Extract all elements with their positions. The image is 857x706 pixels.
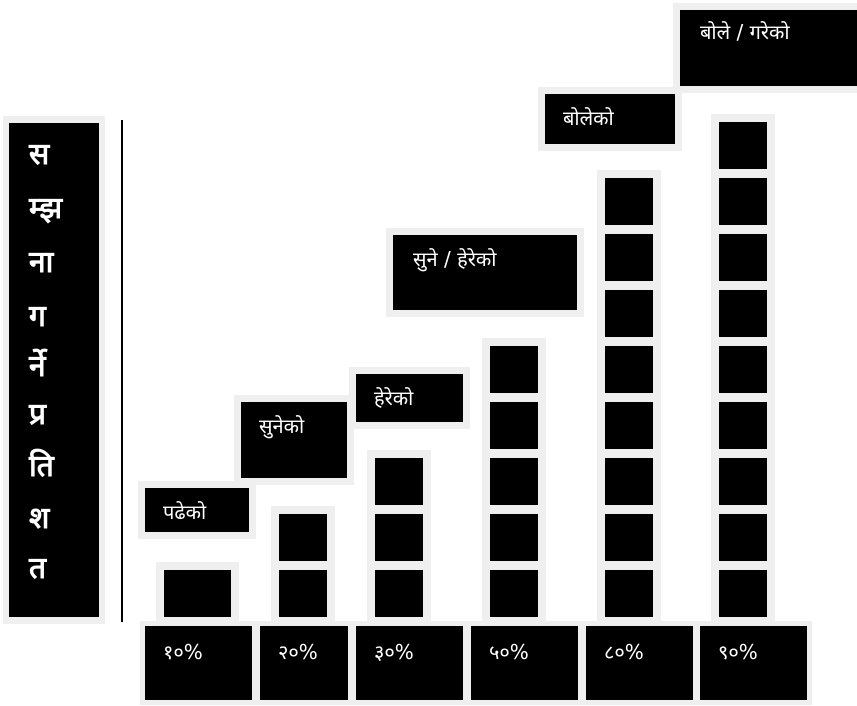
- y-axis-label-char: त: [29, 551, 47, 586]
- bar-category-label: सुने / हेरेको: [393, 235, 577, 310]
- bar-block: [719, 570, 767, 617]
- bar-category-label: सुनेको: [241, 402, 347, 478]
- bar-block: [279, 514, 327, 561]
- y-axis-label-char: श: [29, 501, 50, 536]
- y-axis-label-char: ग: [29, 299, 46, 334]
- bar-block: [719, 234, 767, 281]
- bar-block: [279, 570, 327, 617]
- bar-block: [605, 178, 653, 225]
- x-tick-label: १०%: [145, 626, 252, 700]
- y-axis-label-char: प्र: [29, 397, 47, 432]
- bar-block: [719, 290, 767, 337]
- bar-block: [375, 514, 423, 561]
- bar-category-label: बोलेको: [545, 94, 675, 144]
- bar-block: [605, 570, 653, 617]
- x-tick-label: ९०%: [700, 626, 807, 700]
- bar-block: [719, 402, 767, 449]
- bar-block: [719, 458, 767, 505]
- bar-block: [719, 514, 767, 561]
- bar-block: [719, 346, 767, 393]
- bar-block: [605, 514, 653, 561]
- bar-block: [375, 570, 423, 617]
- bar-category-label: पढेको: [145, 488, 249, 532]
- x-tick-label: ३०%: [356, 626, 463, 700]
- bar-block: [605, 346, 653, 393]
- x-tick-label: २०%: [260, 626, 348, 700]
- y-axis-label-char: ना: [29, 245, 54, 280]
- bar-block: [490, 514, 538, 561]
- y-axis-label-char: स: [29, 137, 50, 172]
- bar-block: [164, 570, 231, 617]
- bar-block: [605, 290, 653, 337]
- bar-block: [490, 346, 538, 393]
- x-tick-label: ८०%: [586, 626, 693, 700]
- bar-category-label: बोले / गरेको: [680, 10, 857, 86]
- bar-block: [719, 178, 767, 225]
- x-tick-label: ५०%: [471, 626, 578, 700]
- bar-block: [490, 458, 538, 505]
- bar-block: [490, 570, 538, 617]
- bar-block: [605, 234, 653, 281]
- bar-block: [605, 402, 653, 449]
- bar-block: [490, 402, 538, 449]
- y-axis-label: स म्झ ना ग र्ने प्र ति श त: [9, 123, 99, 617]
- y-axis-line: [121, 120, 123, 622]
- bar-block: [605, 458, 653, 505]
- bar-category-label: हेरेको: [356, 374, 463, 422]
- bar-block: [375, 458, 423, 505]
- bar-block: [719, 122, 767, 169]
- y-axis-label-char: म्झ: [29, 191, 63, 226]
- y-axis-label-char: ति: [29, 449, 54, 484]
- y-axis-label-char: र्ने: [29, 349, 46, 384]
